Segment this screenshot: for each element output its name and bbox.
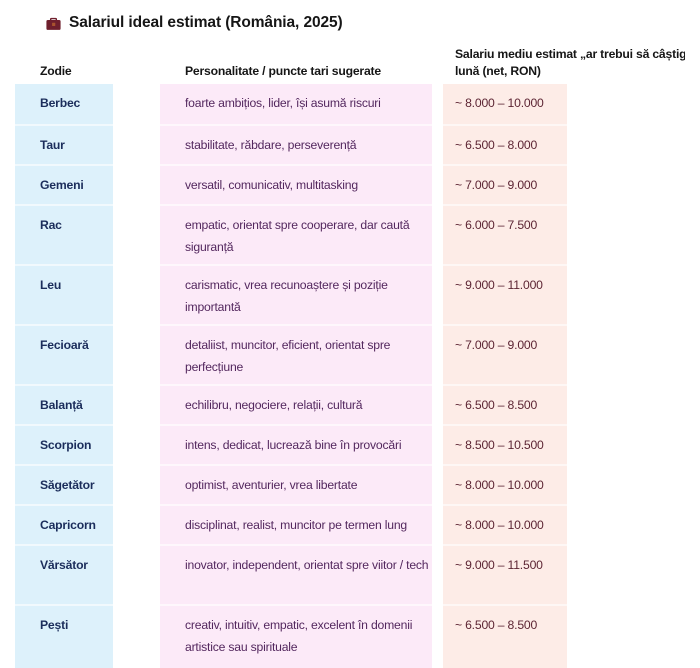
column-gap — [432, 124, 443, 164]
salary-cell: ~ 6.500 – 8.000 — [443, 124, 567, 164]
personality-cell: optimist, aventurier, vrea libertate — [160, 464, 432, 504]
personality-cell: carismatic, vrea recunoaștere și poziție… — [160, 264, 432, 324]
column-gap — [113, 264, 160, 324]
column-gap — [432, 424, 443, 464]
column-gap — [432, 264, 443, 324]
briefcase-icon — [46, 17, 61, 30]
zodiac-cell: Săgetător — [15, 464, 113, 504]
column-gap — [432, 464, 443, 504]
zodiac-cell: Gemeni — [15, 164, 113, 204]
salary-cell: ~ 8.500 – 10.500 — [443, 424, 567, 464]
header-salary: Salariu mediu estimat „ar trebui să câșt… — [443, 46, 685, 80]
column-gap — [113, 544, 160, 604]
table-row: Vărsător inovator, independent, orientat… — [15, 544, 700, 604]
column-gap — [432, 604, 443, 668]
column-gap — [113, 384, 160, 424]
column-gap — [113, 424, 160, 464]
salary-cell: ~ 9.000 – 11.000 — [443, 264, 567, 324]
personality-cell: versatil, comunicativ, multitasking — [160, 164, 432, 204]
personality-cell: empatic, orientat spre cooperare, dar ca… — [160, 204, 432, 264]
zodiac-cell: Rac — [15, 204, 113, 264]
zodiac-cell: Berbec — [15, 84, 113, 124]
column-gap — [113, 84, 160, 124]
table-row: Scorpion intens, dedicat, lucrează bine … — [15, 424, 700, 464]
table-row: Berbec foarte ambițios, lider, își asumă… — [15, 84, 700, 124]
column-gap — [113, 124, 160, 164]
page-title-row: Salariul ideal estimat (România, 2025) — [45, 12, 700, 34]
table-row: Gemeni versatil, comunicativ, multitaski… — [15, 164, 700, 204]
header-personality: Personalitate / puncte tari sugerate — [185, 64, 381, 78]
personality-cell: stabilitate, răbdare, perseverență — [160, 124, 432, 164]
zodiac-cell: Pești — [15, 604, 113, 668]
table-row: Rac empatic, orientat spre cooperare, da… — [15, 204, 700, 264]
column-gap — [113, 504, 160, 544]
zodiac-cell: Leu — [15, 264, 113, 324]
column-gap — [432, 164, 443, 204]
column-gap — [432, 324, 443, 384]
salary-cell: ~ 8.000 – 10.000 — [443, 464, 567, 504]
salary-cell: ~ 6.000 – 7.500 — [443, 204, 567, 264]
column-gap — [113, 604, 160, 668]
personality-cell: foarte ambițios, lider, își asumă riscur… — [160, 84, 432, 124]
personality-cell: detaliist, muncitor, eficient, orientat … — [160, 324, 432, 384]
zodiac-salary-table: Berbec foarte ambițios, lider, își asumă… — [15, 84, 700, 668]
zodiac-cell: Scorpion — [15, 424, 113, 464]
column-gap — [432, 384, 443, 424]
header-salary-line1: Salariu mediu estimat „ar trebui să câșt… — [455, 47, 685, 61]
table-header-row: Zodie Personalitate / puncte tari sugera… — [15, 46, 700, 80]
salary-cell: ~ 6.500 – 8.500 — [443, 384, 567, 424]
page-title: Salariul ideal estimat (România, 2025) — [69, 14, 343, 31]
column-gap — [113, 464, 160, 504]
table-row: Pești creativ, intuitiv, empatic, excele… — [15, 604, 700, 668]
column-gap — [113, 204, 160, 264]
personality-cell: inovator, independent, orientat spre vii… — [160, 544, 432, 604]
salary-cell: ~ 8.000 – 10.000 — [443, 84, 567, 124]
personality-cell: echilibru, negociere, relații, cultură — [160, 384, 432, 424]
salary-cell: ~ 9.000 – 11.500 — [443, 544, 567, 604]
table-row: Balanță echilibru, negociere, relații, c… — [15, 384, 700, 424]
zodiac-cell: Taur — [15, 124, 113, 164]
zodiac-cell: Fecioară — [15, 324, 113, 384]
salary-cell: ~ 6.500 – 8.500 — [443, 604, 567, 668]
column-gap — [432, 544, 443, 604]
zodiac-cell: Capricorn — [15, 504, 113, 544]
zodiac-cell: Balanță — [15, 384, 113, 424]
zodiac-cell: Vărsător — [15, 544, 113, 604]
column-gap — [113, 164, 160, 204]
column-gap — [432, 84, 443, 124]
column-gap — [432, 204, 443, 264]
personality-cell: disciplinat, realist, muncitor pe termen… — [160, 504, 432, 544]
table-row: Săgetător optimist, aventurier, vrea lib… — [15, 464, 700, 504]
table-row: Fecioară detaliist, muncitor, eficient, … — [15, 324, 700, 384]
column-gap — [113, 324, 160, 384]
salary-cell: ~ 7.000 – 9.000 — [443, 324, 567, 384]
table-row: Capricorn disciplinat, realist, muncitor… — [15, 504, 700, 544]
table-row: Leu carismatic, vrea recunoaștere și poz… — [15, 264, 700, 324]
personality-cell: intens, dedicat, lucrează bine în provoc… — [160, 424, 432, 464]
header-zodiac: Zodie — [40, 64, 72, 78]
salary-cell: ~ 7.000 – 9.000 — [443, 164, 567, 204]
personality-cell: creativ, intuitiv, empatic, excelent în … — [160, 604, 432, 668]
header-salary-line2: lună (net, RON) — [455, 64, 541, 78]
table-row: Taur stabilitate, răbdare, perseverență … — [15, 124, 700, 164]
salary-cell: ~ 8.000 – 10.000 — [443, 504, 567, 544]
column-gap — [432, 504, 443, 544]
